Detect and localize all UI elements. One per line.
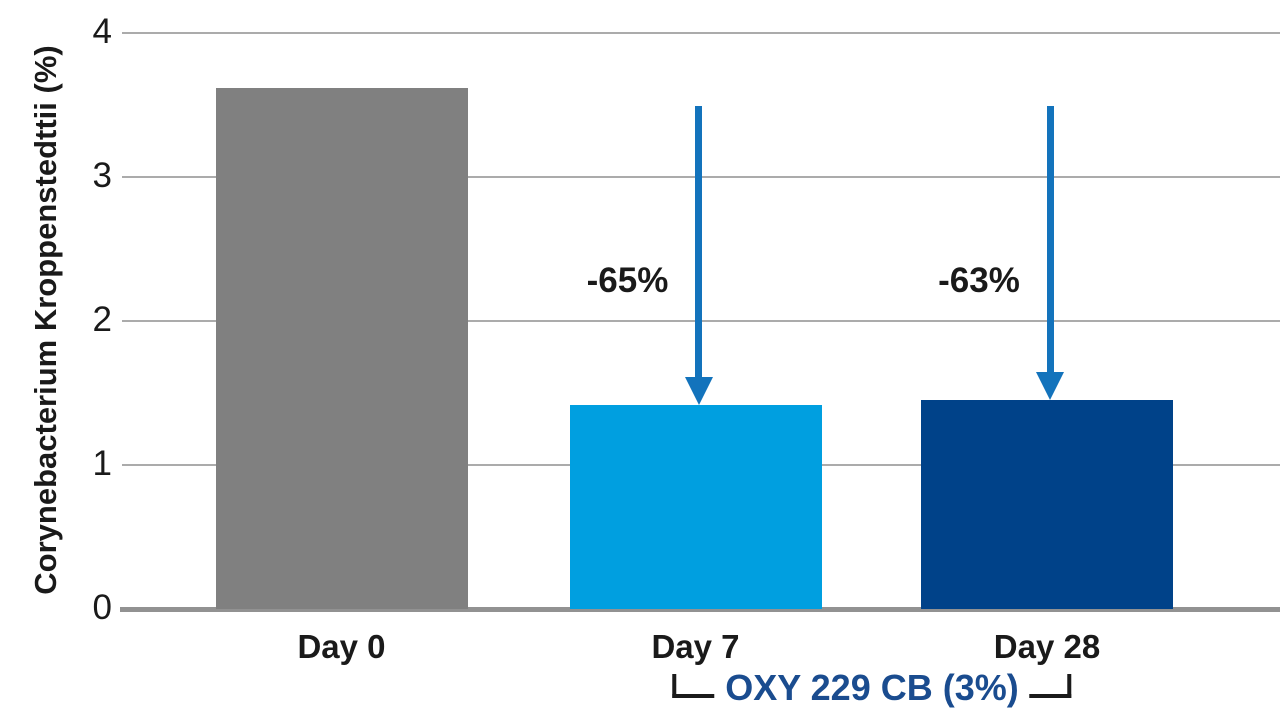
group-bracket-right bbox=[1029, 674, 1072, 698]
bar-day-0 bbox=[215, 87, 468, 609]
gridline bbox=[122, 32, 1280, 34]
y-tick-label: 3 bbox=[92, 156, 112, 196]
x-axis-line bbox=[120, 607, 1280, 612]
reduction-arrow-head bbox=[684, 376, 713, 405]
x-tick-label: Day 0 bbox=[297, 628, 386, 665]
y-tick-label: 2 bbox=[92, 300, 112, 340]
reduction-arrow bbox=[1046, 106, 1054, 374]
x-tick-label: Day 7 bbox=[651, 628, 740, 665]
group-label: OXY 229 CB (3%) bbox=[725, 667, 1019, 708]
reduction-arrow bbox=[695, 106, 702, 378]
reduction-percent-label: -63% bbox=[938, 261, 1020, 300]
group-bracket-left bbox=[672, 674, 715, 698]
bar-day-28 bbox=[921, 400, 1173, 609]
reduction-arrow-head bbox=[1036, 372, 1064, 401]
bar-day-7 bbox=[569, 404, 822, 609]
treatment-group-caption: OXY 229 CB (3%) bbox=[672, 667, 1072, 708]
y-tick-label: 4 bbox=[92, 12, 112, 52]
x-tick-label: Day 28 bbox=[993, 628, 1101, 665]
y-tick-label: 1 bbox=[92, 444, 112, 484]
reduction-percent-label: -65% bbox=[586, 261, 669, 300]
y-tick-label: 0 bbox=[92, 588, 112, 628]
